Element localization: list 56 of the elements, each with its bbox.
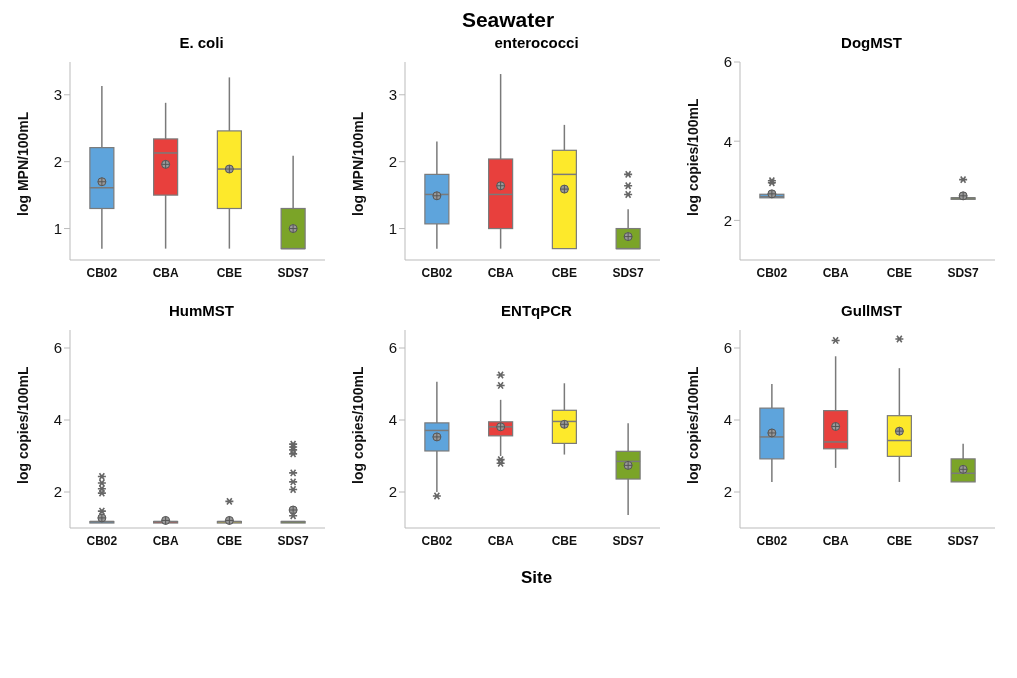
x-tick-label: CBA	[487, 265, 514, 280]
y-tick-label: 4	[723, 132, 732, 150]
x-tick-label: SDS7	[947, 533, 980, 548]
x-tick-label: CB02	[756, 265, 788, 280]
x-tick-label: CBE	[551, 265, 578, 280]
y-tick-label: 4	[388, 411, 397, 429]
y-tick-label: 6	[723, 53, 732, 71]
y-tick-label: 3	[388, 86, 397, 104]
y-tick-label: 2	[388, 483, 397, 501]
y-tick-label: 2	[388, 152, 397, 170]
chart-title: DogMST	[840, 34, 903, 53]
x-tick-label: CBA	[152, 265, 179, 280]
y-axis-title: log MPN/100mL	[349, 111, 366, 216]
x-tick-label: CBE	[216, 265, 243, 280]
x-tick-label: SDS7	[277, 265, 310, 280]
x-tick-label: CBE	[886, 265, 913, 280]
y-tick-label: 6	[723, 339, 732, 357]
y-tick-label: 1	[388, 219, 397, 237]
y-axis-title: log copies/100mL	[349, 366, 366, 484]
x-tick-label: SDS7	[612, 533, 645, 548]
y-tick-label: 2	[723, 483, 732, 501]
x-tick-label: CBE	[216, 533, 243, 548]
x-tick-label: CB02	[421, 265, 453, 280]
x-tick-label: CBA	[822, 533, 849, 548]
y-axis-title: log copies/100mL	[684, 98, 701, 216]
chart-title: enterococci	[493, 34, 580, 53]
x-tick-label: SDS7	[277, 533, 310, 548]
x-tick-label: CB02	[86, 265, 118, 280]
y-axis-title: log copies/100mL	[684, 366, 701, 484]
y-axis-title: log MPN/100mL	[14, 111, 31, 216]
y-tick-label: 6	[388, 339, 397, 357]
y-tick-label: 3	[53, 86, 62, 104]
x-tick-label: SDS7	[612, 265, 645, 280]
y-tick-label: 1	[53, 219, 62, 237]
x-tick-label: CBE	[551, 533, 578, 548]
x-tick-label: CBA	[822, 265, 849, 280]
x-tick-label: CBA	[152, 533, 179, 548]
chart-title: GullMST	[840, 302, 903, 321]
y-tick-label: 2	[723, 211, 732, 229]
x-tick-label: CBA	[487, 533, 514, 548]
x-tick-label: CB02	[421, 533, 453, 548]
chart-title: ENTqPCR	[500, 302, 573, 321]
x-tick-label: CB02	[86, 533, 118, 548]
y-tick-label: 6	[53, 339, 62, 357]
y-tick-label: 4	[723, 411, 732, 429]
chart-title: E. coli	[178, 34, 225, 53]
x-tick-label: CBE	[886, 533, 913, 548]
y-tick-label: 2	[53, 483, 62, 501]
x-tick-label: CB02	[756, 533, 788, 548]
y-tick-label: 4	[53, 411, 62, 429]
x-axis-title: Site	[519, 568, 554, 588]
y-tick-label: 2	[53, 152, 62, 170]
chart-title: HumMST	[168, 302, 235, 321]
text: Seawater	[460, 8, 556, 33]
x-tick-label: SDS7	[947, 265, 980, 280]
y-axis-title: log copies/100mL	[14, 366, 31, 484]
